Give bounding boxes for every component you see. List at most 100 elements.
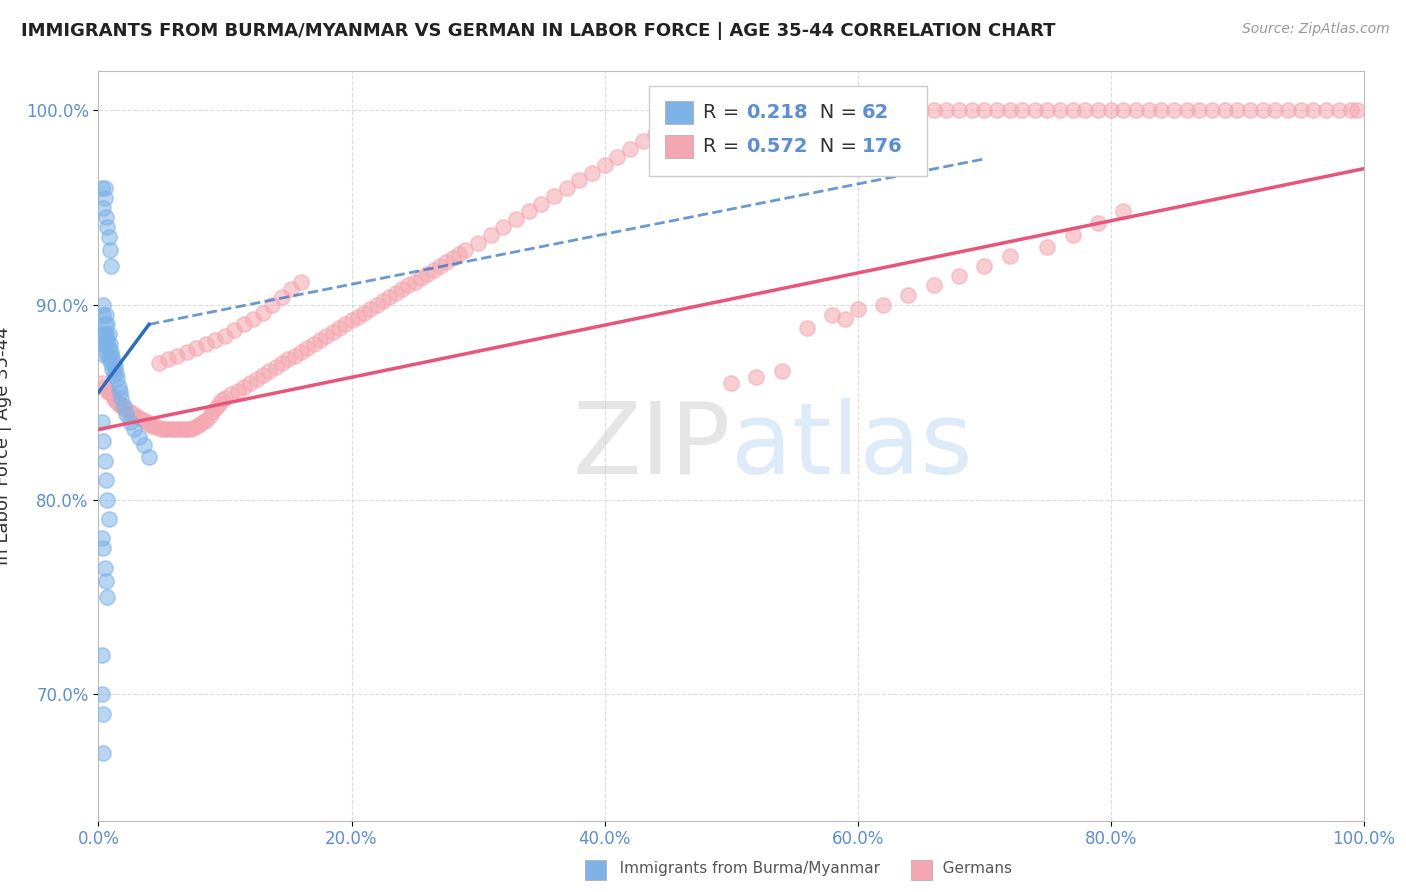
Point xyxy=(404,275,426,289)
Point xyxy=(1011,103,1033,118)
Point xyxy=(176,422,198,436)
Point xyxy=(180,422,202,436)
Point xyxy=(669,119,692,133)
Point xyxy=(93,298,115,312)
Text: R =: R = xyxy=(703,136,745,156)
Point xyxy=(1340,103,1362,118)
Point xyxy=(166,349,188,363)
Point xyxy=(998,103,1021,118)
Point xyxy=(948,268,970,283)
Point xyxy=(1347,103,1369,118)
Point xyxy=(91,336,114,351)
Point xyxy=(100,259,122,273)
Point xyxy=(169,422,191,436)
Text: IMMIGRANTS FROM BURMA/MYANMAR VS GERMAN IN LABOR FORCE | AGE 35-44 CORRELATION C: IMMIGRANTS FROM BURMA/MYANMAR VS GERMAN … xyxy=(21,22,1056,40)
Point xyxy=(422,263,444,277)
Text: Source: ZipAtlas.com: Source: ZipAtlas.com xyxy=(1241,22,1389,37)
Point xyxy=(100,356,122,370)
Point xyxy=(112,401,135,415)
Point xyxy=(998,249,1021,263)
Point xyxy=(720,376,742,390)
Point xyxy=(517,204,540,219)
Point xyxy=(568,173,591,187)
Point xyxy=(138,417,160,431)
Point xyxy=(94,473,117,487)
Point xyxy=(93,336,117,351)
Point xyxy=(108,385,131,400)
Point xyxy=(378,290,401,304)
Point xyxy=(264,360,287,375)
Point xyxy=(290,344,312,359)
Point xyxy=(184,341,207,355)
Point xyxy=(1036,103,1059,118)
Point xyxy=(186,418,208,433)
Point xyxy=(416,267,439,281)
Point xyxy=(1137,103,1160,118)
Point xyxy=(340,313,363,327)
Point xyxy=(1175,103,1198,118)
Point xyxy=(135,415,157,429)
Point xyxy=(141,418,163,433)
Point xyxy=(222,323,245,337)
Point xyxy=(145,418,166,433)
Text: atlas: atlas xyxy=(731,398,973,494)
Point xyxy=(1163,103,1185,118)
Point xyxy=(745,103,768,118)
Point xyxy=(194,413,218,427)
Point xyxy=(96,384,118,398)
Text: 62: 62 xyxy=(862,103,889,122)
Point xyxy=(1074,103,1097,118)
Point xyxy=(91,181,114,195)
Point xyxy=(872,103,894,118)
Point xyxy=(505,212,527,227)
Point xyxy=(194,336,218,351)
Point xyxy=(193,415,215,429)
Point xyxy=(290,275,312,289)
Point xyxy=(100,387,122,401)
Point xyxy=(148,420,170,434)
Point xyxy=(745,370,768,384)
Point xyxy=(211,393,233,408)
Point xyxy=(98,336,121,351)
Point xyxy=(132,438,155,452)
Point xyxy=(93,327,115,342)
FancyBboxPatch shape xyxy=(665,102,693,124)
Point xyxy=(353,306,375,320)
Point xyxy=(297,341,319,355)
Point xyxy=(396,278,419,293)
Point xyxy=(733,105,755,120)
Point xyxy=(922,278,945,293)
Point xyxy=(543,189,565,203)
Point xyxy=(441,251,464,265)
Point xyxy=(631,135,654,149)
Point xyxy=(121,407,143,421)
Point xyxy=(93,181,117,195)
Point xyxy=(1289,103,1312,118)
Point xyxy=(100,344,122,359)
Point xyxy=(93,379,117,393)
Point xyxy=(91,376,114,390)
Point xyxy=(160,422,183,436)
Point xyxy=(436,255,458,269)
Point xyxy=(335,318,357,332)
Text: 176: 176 xyxy=(862,136,903,156)
Point xyxy=(280,282,302,296)
Point xyxy=(94,211,117,225)
Point xyxy=(783,103,806,118)
Point xyxy=(97,512,120,526)
Point xyxy=(360,301,382,316)
Point xyxy=(270,356,294,370)
Point xyxy=(720,107,742,121)
Point xyxy=(93,541,115,556)
Point xyxy=(1087,216,1109,230)
Text: N =: N = xyxy=(801,136,863,156)
Point xyxy=(1201,103,1223,118)
Point xyxy=(1251,103,1274,118)
Point xyxy=(897,103,920,118)
Point xyxy=(492,220,515,235)
Point xyxy=(644,127,666,141)
Point xyxy=(239,376,262,390)
Point xyxy=(97,341,120,355)
Point xyxy=(103,356,125,370)
Point xyxy=(93,434,115,449)
